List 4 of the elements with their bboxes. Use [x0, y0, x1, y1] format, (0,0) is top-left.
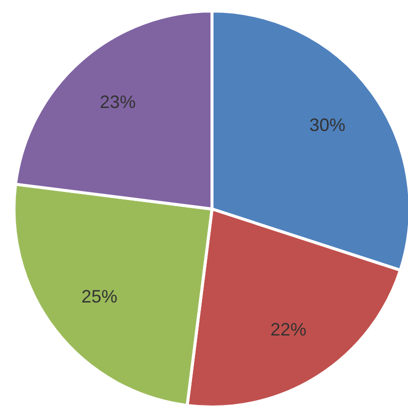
- data-label: 30%: [309, 115, 346, 136]
- data-label: 25%: [81, 286, 118, 306]
- data-label: 22%: [270, 319, 306, 340]
- data-label: 23%: [100, 92, 136, 112]
